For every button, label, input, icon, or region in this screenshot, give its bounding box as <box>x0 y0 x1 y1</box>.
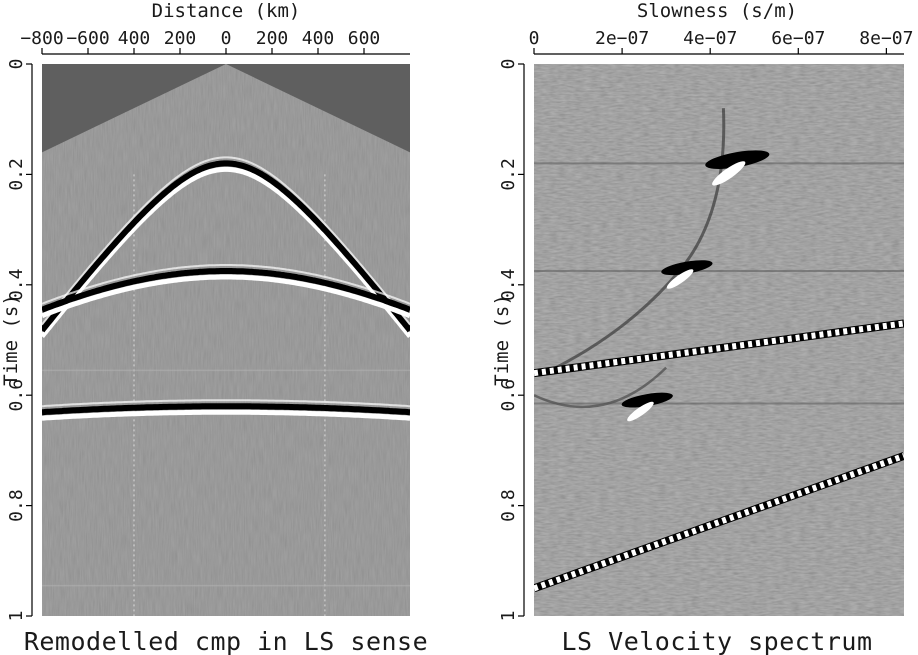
cmp-event-sidelobe <box>42 409 410 421</box>
cmp-event-sidelobe <box>42 264 410 305</box>
cmp-x-tick-label: 200 <box>164 28 197 49</box>
cmp-panel: −800 −600 400 200 0 200 400 600 0 0.2 0.4 0.6 0.8 1 <box>6 28 410 621</box>
spectrum-focus-sidelobe <box>712 161 746 186</box>
cmp-event-sidelobe <box>42 166 410 339</box>
spectrum-x-tick-label: 8e−07 <box>859 28 913 49</box>
cmp-y-tick-label: 0.4 <box>6 269 27 302</box>
cmp-texture <box>42 64 410 616</box>
spectrum-x-axis-title: Slowness (s/m) <box>637 0 797 22</box>
cmp-y-tick-label: 1 <box>6 611 27 622</box>
spectrum-y-tick-label: 0 <box>498 59 519 70</box>
spectrum-focus-sidelobe <box>627 401 654 422</box>
spectrum-focus-sidelobe <box>666 269 694 289</box>
cmp-event-3 <box>42 403 410 416</box>
spectrum-x-tick-label: 0 <box>529 28 540 49</box>
spectrum-streak-stripes <box>534 453 904 592</box>
cmp-x-tick-label: 400 <box>118 28 151 49</box>
spectrum-y-tick-label: 0.8 <box>498 489 519 522</box>
velocity-spectrum-panel: 0 2e−07 4e−07 6e−07 8e−07 0 0.2 0.4 0.6 0.8 1 <box>498 28 913 621</box>
cmp-axes: −800 −600 400 200 0 200 400 600 0 0.2 0.4 0.6 0.8 1 <box>6 28 410 621</box>
spectrum-axes: 0 2e−07 4e−07 6e−07 8e−07 0 0.2 0.4 0.6 0.8 1 <box>498 28 913 621</box>
cmp-y-tick-label: 0.8 <box>6 489 27 522</box>
spectrum-x-tick-label: 6e−07 <box>771 28 825 49</box>
cmp-x-tick-label: −800 <box>20 28 63 49</box>
cmp-image <box>42 64 410 616</box>
spectrum-focus-2 <box>661 260 713 276</box>
cmp-event-sidelobe <box>42 156 410 326</box>
cmp-x-tick-label: 600 <box>348 28 381 49</box>
cmp-y-tick-label: 0.2 <box>6 158 27 191</box>
cmp-x-tick-label: 0 <box>221 28 232 49</box>
spectrum-focus-3 <box>621 392 673 408</box>
spectrum-caption: LS Velocity spectrum <box>561 627 872 655</box>
cmp-y-axis-title: Time (s) <box>0 294 22 386</box>
cmp-x-tick-label: −600 <box>66 28 109 49</box>
cmp-event-1 <box>42 160 410 333</box>
cmp-caption: Remodelled cmp in LS sense <box>24 627 428 655</box>
spectrum-x-tick-label: 4e−07 <box>683 28 737 49</box>
spectrum-y-tick-label: 0.6 <box>498 379 519 412</box>
cmp-y-tick-label: 0.6 <box>6 379 27 412</box>
spectrum-trend <box>534 366 668 409</box>
spectrum-streak-stripes <box>534 320 904 377</box>
cmp-event-2 <box>42 268 410 313</box>
cmp-x-tick-label: 200 <box>256 28 289 49</box>
cmp-events <box>42 156 410 616</box>
spectrum-y-tick-label: 0.2 <box>498 158 519 191</box>
spectrum-events <box>534 108 904 593</box>
cmp-event-sidelobe <box>42 399 410 408</box>
spectrum-y-tick-label: 1 <box>498 611 519 622</box>
spectrum-y-axis-title: Time (s) <box>491 294 513 386</box>
spectrum-image <box>534 64 904 616</box>
spectrum-y-tick-label: 0.4 <box>498 269 519 302</box>
spectrum-focus-1 <box>705 150 770 169</box>
cmp-event-sidelobe <box>42 274 410 319</box>
cmp-muted-zone <box>42 64 410 153</box>
cmp-y-tick-label: 0 <box>6 59 27 70</box>
cmp-x-axis-title: Distance (km) <box>152 0 301 22</box>
spectrum-x-tick-label: 2e−07 <box>595 28 649 49</box>
spectrum-texture <box>534 64 904 616</box>
cmp-x-tick-label: 400 <box>302 28 335 49</box>
